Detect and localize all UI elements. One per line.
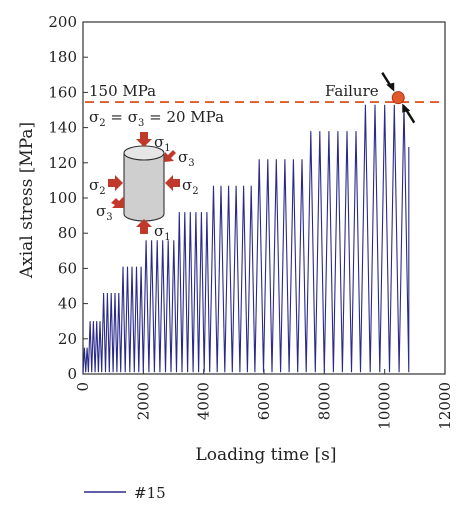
y-tick-label: 20 bbox=[58, 330, 77, 348]
sigma1-bottom-arrow bbox=[136, 219, 152, 234]
x-tick-label: 6000 bbox=[255, 382, 273, 420]
y-axis-title: Axial stress [MPa] bbox=[17, 122, 37, 279]
x-axis-title: Loading time [s] bbox=[195, 445, 336, 465]
sigma2-left-arrow bbox=[108, 175, 123, 191]
reference-line-label: 150 MPa bbox=[89, 82, 156, 100]
y-tick-label: 200 bbox=[48, 13, 77, 31]
x-tick-label: 0 bbox=[74, 382, 92, 392]
x-tick-label: 12000 bbox=[436, 382, 454, 430]
failure-label: Failure bbox=[325, 82, 379, 100]
sigma3-left-label: σ3 bbox=[96, 202, 113, 223]
y-axis: 0 20 40 60 80 100 120 140 160 180 200 bbox=[48, 13, 88, 383]
sigma1-top-label: σ1 bbox=[154, 133, 171, 154]
sigma2-right-label: σ2 bbox=[182, 176, 199, 197]
failure-point-marker bbox=[391, 91, 405, 105]
y-tick-label: 100 bbox=[48, 189, 77, 207]
sigma3-right-arrow bbox=[164, 150, 176, 162]
sigma3-right-label: σ3 bbox=[178, 148, 195, 169]
failure-arrowhead-lower bbox=[402, 103, 411, 113]
y-tick-label: 140 bbox=[48, 119, 77, 137]
sigma2-right-arrow bbox=[165, 175, 180, 191]
specimen-cylinder bbox=[123, 153, 165, 222]
sigma1-top-arrow bbox=[136, 132, 152, 147]
confining-pressure-annotation: σ2 = σ3 = 20 MPa bbox=[89, 108, 224, 129]
x-axis: 0 2000 4000 6000 8000 10000 12000 bbox=[74, 369, 454, 430]
y-tick-label: 120 bbox=[48, 154, 77, 172]
x-tick-label: 10000 bbox=[376, 382, 394, 430]
specimen-illustration: σ1 σ1 σ2 σ2 σ3 σ3 bbox=[89, 132, 199, 243]
y-tick-label: 0 bbox=[67, 365, 77, 383]
x-tick-label: 8000 bbox=[315, 382, 333, 420]
y-tick-label: 40 bbox=[58, 295, 77, 313]
sigma3-left-arrow bbox=[111, 196, 124, 208]
y-tick-label: 80 bbox=[58, 224, 77, 242]
y-tick-label: 60 bbox=[58, 259, 77, 277]
y-tick-label: 160 bbox=[48, 83, 77, 101]
sigma2-left-label: σ2 bbox=[89, 176, 106, 197]
series-line-15 bbox=[82, 104, 410, 375]
x-tick-label: 2000 bbox=[134, 382, 152, 420]
legend-label: #15 bbox=[134, 484, 166, 502]
failure-arrowhead-upper bbox=[386, 82, 395, 92]
x-tick-label: 4000 bbox=[195, 382, 213, 420]
sigma1-bottom-label: σ1 bbox=[154, 222, 171, 243]
y-tick-label: 180 bbox=[48, 48, 77, 66]
